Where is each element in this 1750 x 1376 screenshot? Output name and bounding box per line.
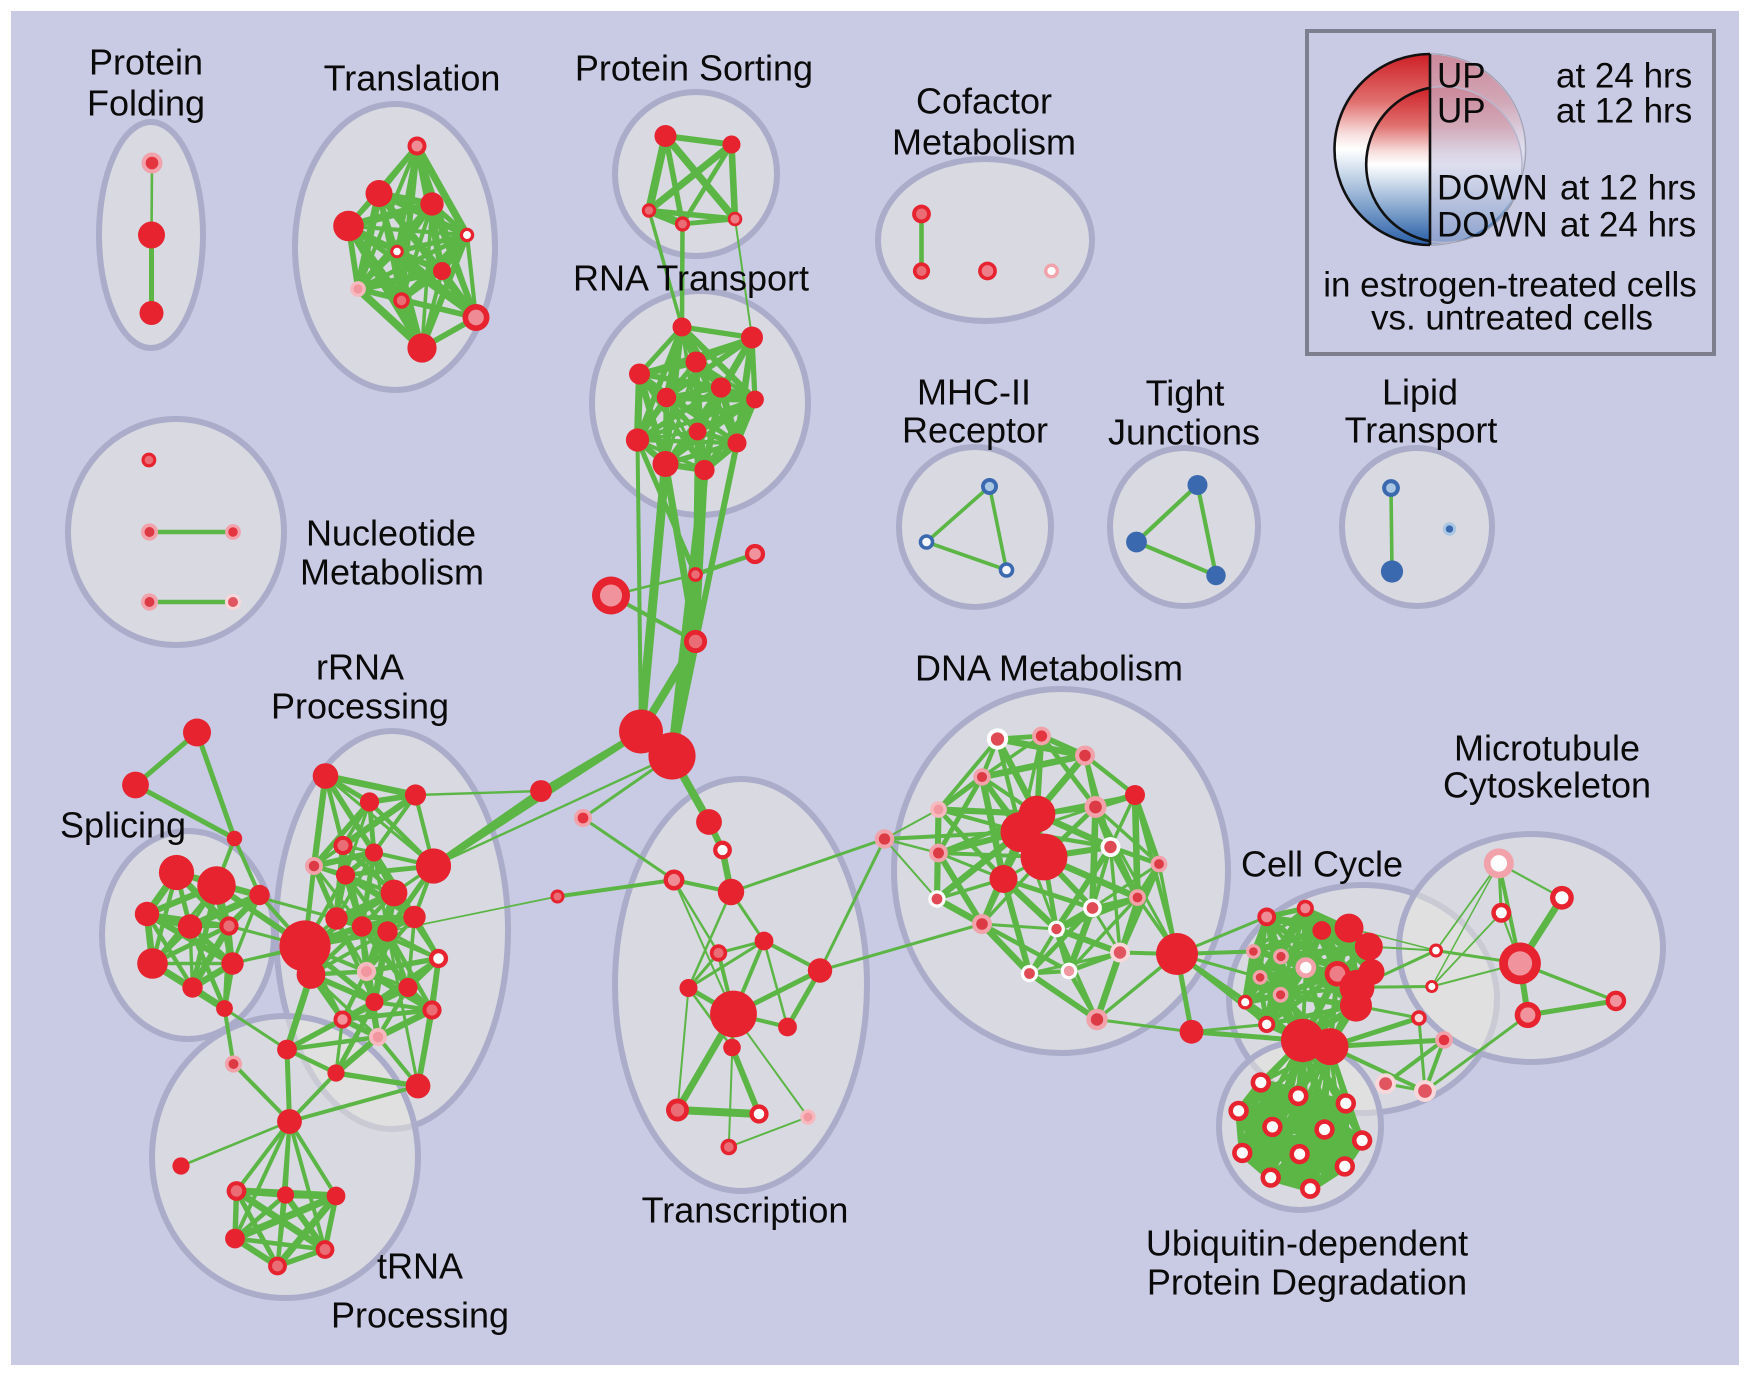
svg-text:Protein: Protein [89, 42, 203, 83]
svg-text:Splicing: Splicing [60, 805, 186, 846]
svg-text:Folding: Folding [87, 83, 205, 124]
svg-text:in estrogen-treated cells: in estrogen-treated cells [1323, 266, 1697, 305]
svg-text:Processing: Processing [271, 686, 449, 727]
svg-text:Ubiquitin-dependent: Ubiquitin-dependent [1146, 1223, 1468, 1264]
svg-text:vs. untreated cells: vs. untreated cells [1371, 299, 1653, 338]
svg-text:DOWN: DOWN [1437, 169, 1548, 208]
svg-text:at 12 hrs: at 12 hrs [1556, 92, 1692, 131]
svg-text:UP: UP [1437, 57, 1486, 96]
svg-text:MHC-II: MHC-II [917, 372, 1031, 413]
svg-text:Transcription: Transcription [642, 1190, 849, 1231]
svg-text:DOWN: DOWN [1437, 206, 1548, 245]
svg-text:Junctions: Junctions [1108, 412, 1260, 453]
svg-text:Lipid: Lipid [1382, 372, 1458, 413]
svg-text:DNA Metabolism: DNA Metabolism [915, 648, 1183, 689]
svg-text:Microtubule: Microtubule [1454, 728, 1640, 769]
svg-text:RNA Transport: RNA Transport [573, 258, 809, 299]
svg-text:at 12 hrs: at 12 hrs [1560, 169, 1696, 208]
svg-text:Processing: Processing [331, 1295, 509, 1336]
svg-text:Tight: Tight [1146, 373, 1225, 414]
svg-text:Nucleotide: Nucleotide [306, 513, 476, 554]
svg-text:Receptor: Receptor [902, 410, 1048, 451]
svg-text:Transport: Transport [1345, 410, 1498, 451]
svg-text:tRNA: tRNA [377, 1246, 463, 1287]
svg-text:at 24 hrs: at 24 hrs [1556, 57, 1692, 96]
svg-text:Protein Degradation: Protein Degradation [1147, 1262, 1467, 1303]
svg-text:Protein Sorting: Protein Sorting [575, 48, 813, 89]
svg-text:Cell Cycle: Cell Cycle [1241, 844, 1403, 885]
svg-text:rRNA: rRNA [316, 647, 404, 688]
svg-text:Cofactor: Cofactor [916, 81, 1052, 122]
svg-text:UP: UP [1437, 92, 1486, 131]
svg-text:at 24 hrs: at 24 hrs [1560, 206, 1696, 245]
svg-text:Metabolism: Metabolism [892, 122, 1076, 163]
svg-text:Metabolism: Metabolism [300, 552, 484, 593]
svg-text:Cytoskeleton: Cytoskeleton [1443, 765, 1651, 806]
svg-text:Translation: Translation [324, 58, 501, 99]
